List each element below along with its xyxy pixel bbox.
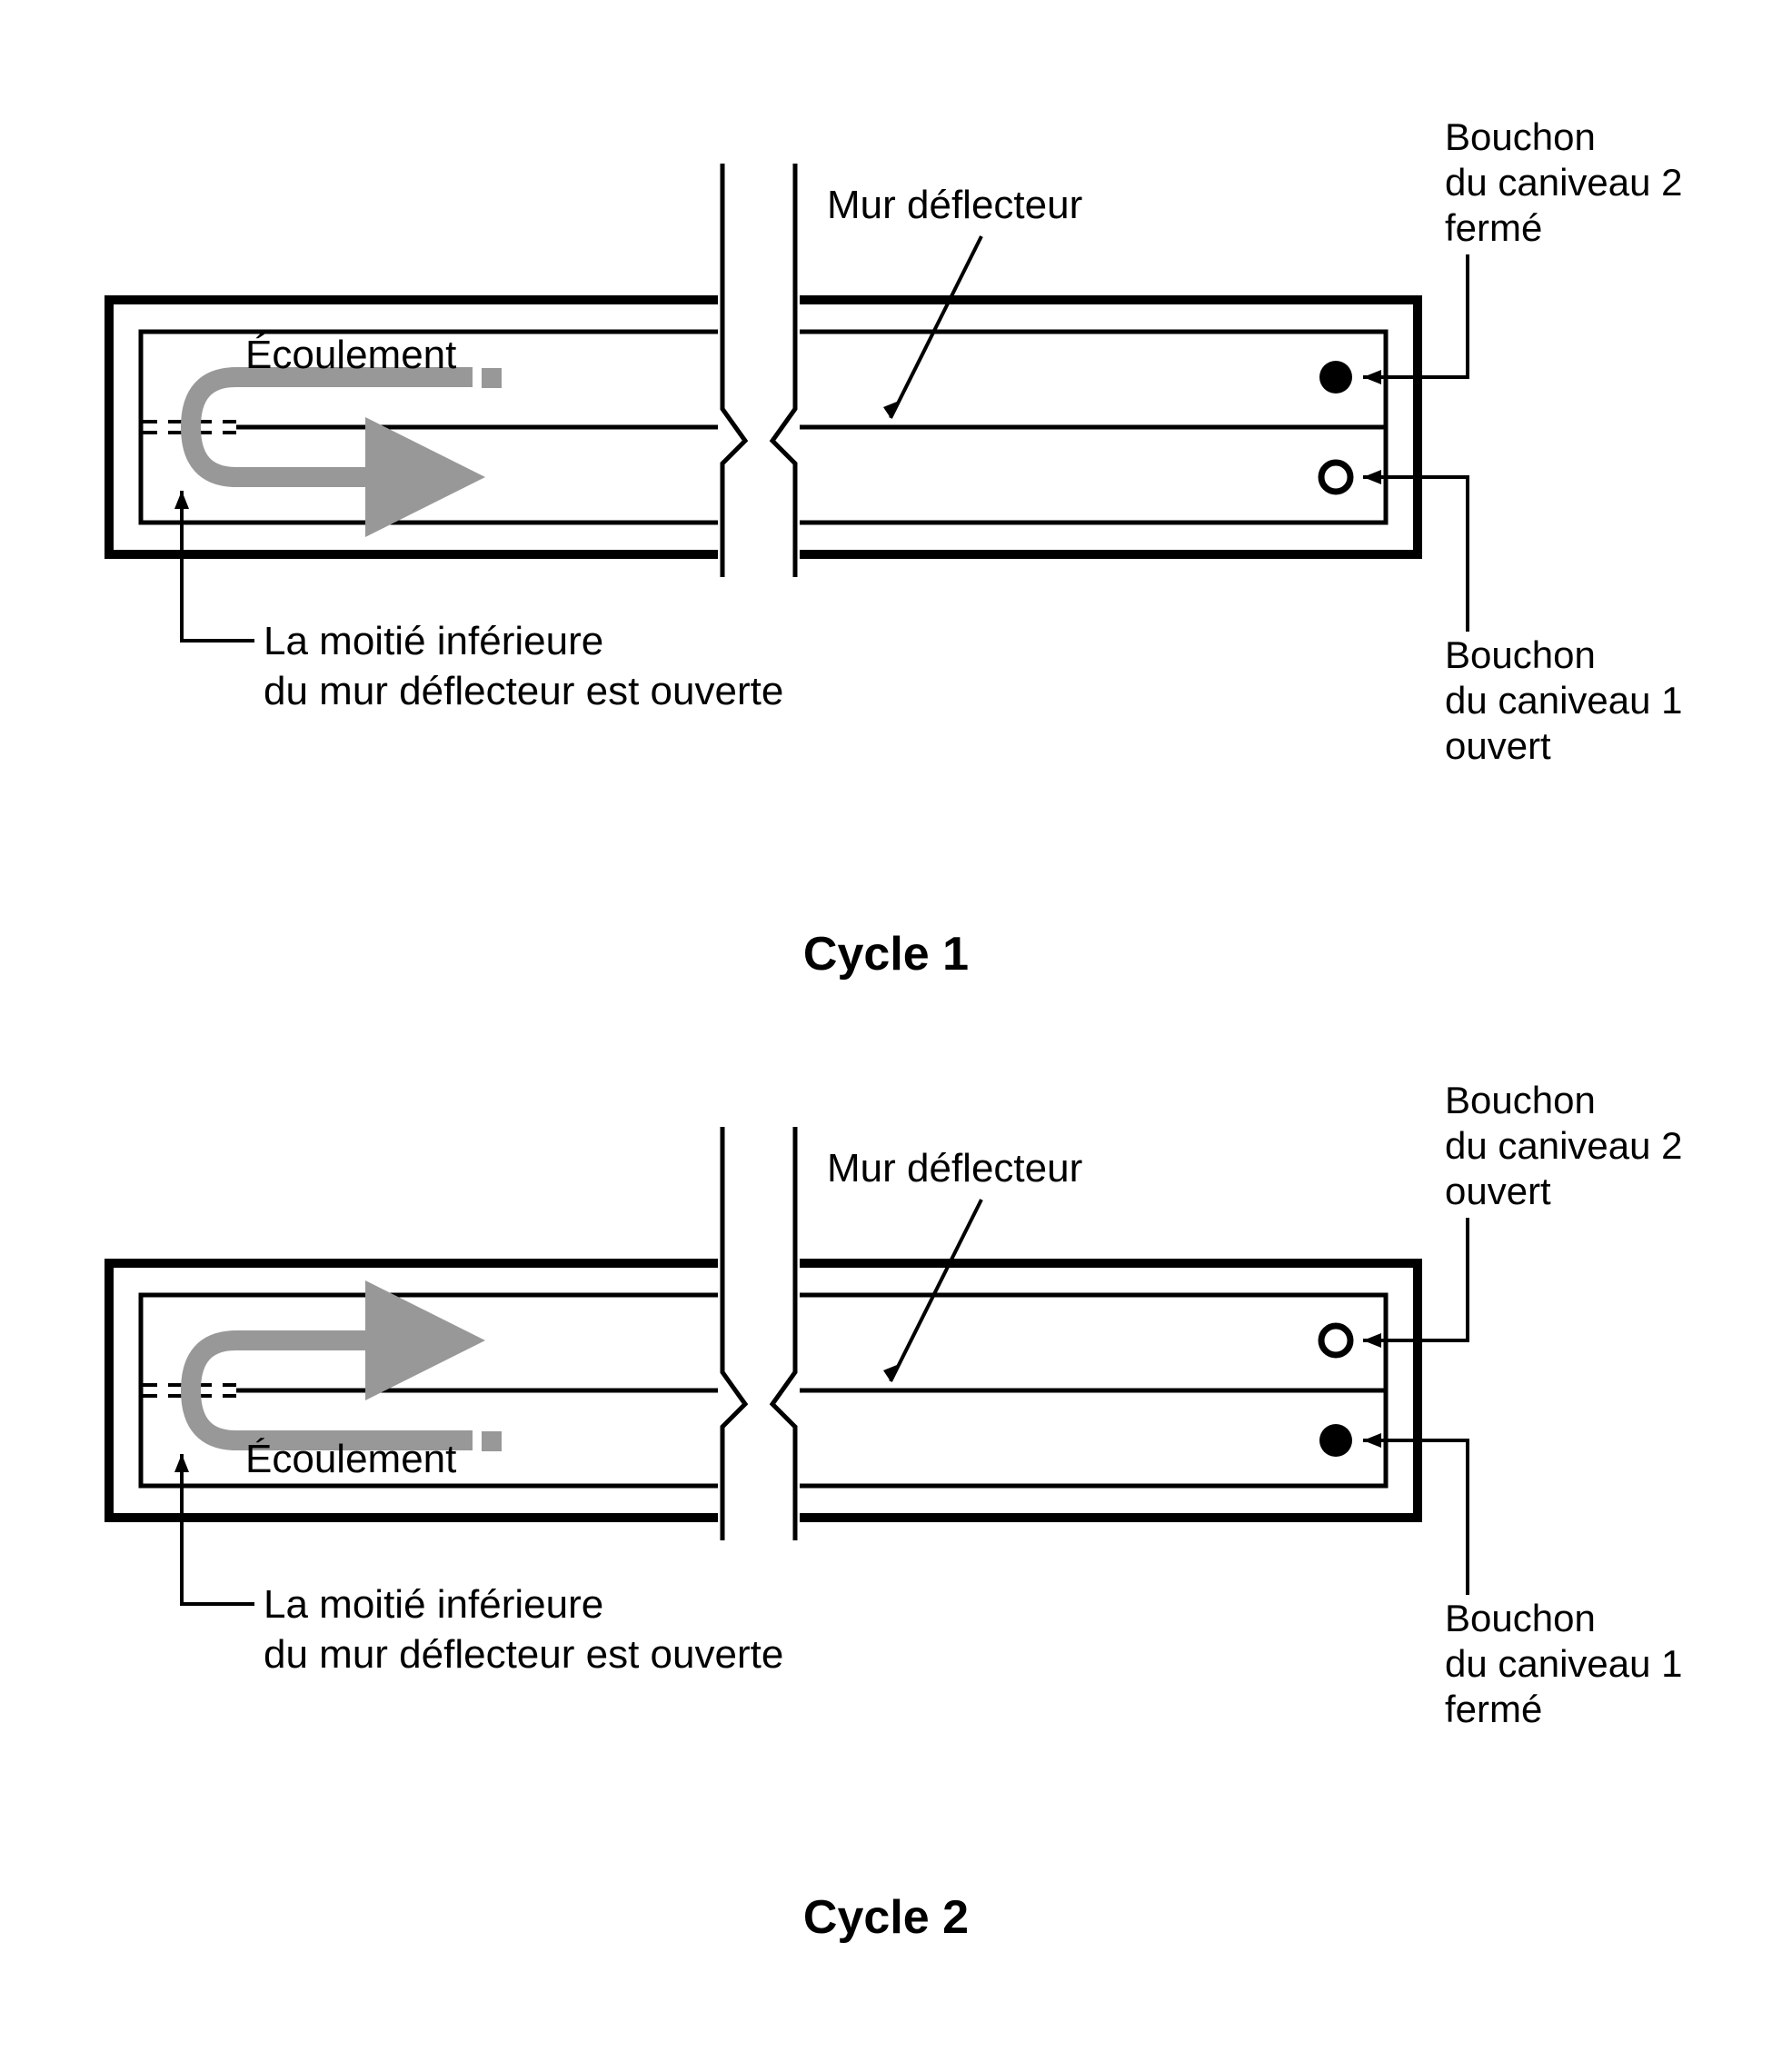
deflector-label: Mur déflecteur bbox=[827, 1146, 1082, 1190]
flow-label: Écoulement bbox=[245, 1437, 456, 1481]
plug2-l2: du caniveau 2 bbox=[1445, 161, 1683, 204]
break-mask bbox=[718, 1245, 800, 1536]
plug2-l1: Bouchon bbox=[1445, 115, 1596, 158]
plug2-l1: Bouchon bbox=[1445, 1079, 1596, 1121]
cycle2-svg: Écoulement Mur déflecteur Bouchon du can… bbox=[55, 1036, 1717, 1854]
bottom-pointer bbox=[182, 491, 254, 641]
bottom-pointer-head bbox=[174, 1454, 189, 1472]
bottom-pointer bbox=[182, 1454, 254, 1604]
bottom-note-l1: La moitié inférieure bbox=[264, 619, 603, 663]
bottom-note-l1: La moitié inférieure bbox=[264, 1582, 603, 1627]
deflector-pointer bbox=[891, 236, 981, 418]
cycle1-diagram: Écoulement Mur déflecteur Bouchon du can… bbox=[55, 73, 1717, 891]
cycle2-diagram: Écoulement Mur déflecteur Bouchon du can… bbox=[55, 1036, 1717, 1854]
plug1-l2: du caniveau 1 bbox=[1445, 1642, 1683, 1685]
cycle2-title: Cycle 2 bbox=[55, 1890, 1717, 1945]
plug2-pointer-head bbox=[1363, 1333, 1381, 1348]
flow-tail bbox=[482, 368, 502, 388]
plug-top-closed bbox=[1319, 361, 1352, 393]
plug1-l3: fermé bbox=[1445, 1688, 1542, 1730]
plug-bottom-open bbox=[1321, 463, 1350, 492]
plug1-l3: ouvert bbox=[1445, 724, 1551, 767]
plug2-l3: ouvert bbox=[1445, 1170, 1551, 1212]
plug1-pointer-head bbox=[1363, 470, 1381, 484]
break-mask bbox=[718, 282, 800, 573]
plug-bottom-closed bbox=[1319, 1424, 1352, 1457]
bottom-note-l2: du mur déflecteur est ouverte bbox=[264, 1632, 783, 1677]
plug1-l1: Bouchon bbox=[1445, 1597, 1596, 1639]
deflector-label: Mur déflecteur bbox=[827, 183, 1082, 227]
plug2-pointer-head bbox=[1363, 370, 1381, 384]
bottom-note-l2: du mur déflecteur est ouverte bbox=[264, 669, 783, 713]
cycle1-svg: Écoulement Mur déflecteur Bouchon du can… bbox=[55, 73, 1717, 891]
plug-top-open bbox=[1321, 1326, 1350, 1355]
plug2-l3: fermé bbox=[1445, 206, 1542, 249]
plug1-pointer-head bbox=[1363, 1433, 1381, 1448]
plug2-l2: du caniveau 2 bbox=[1445, 1124, 1683, 1167]
plug1-l1: Bouchon bbox=[1445, 633, 1596, 676]
bottom-pointer-head bbox=[174, 491, 189, 509]
cycle1-title: Cycle 1 bbox=[55, 927, 1717, 981]
flow-tail bbox=[482, 1431, 502, 1451]
deflector-pointer bbox=[891, 1200, 981, 1381]
flow-label: Écoulement bbox=[245, 333, 456, 377]
plug1-l2: du caniveau 1 bbox=[1445, 679, 1683, 722]
